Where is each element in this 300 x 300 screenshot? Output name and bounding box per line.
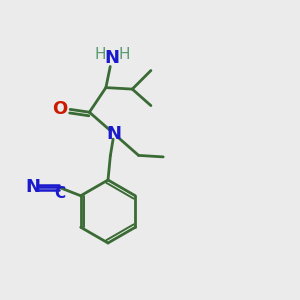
Text: O: O [52,100,67,118]
Text: N: N [106,125,122,143]
Text: C: C [54,186,65,202]
Text: H: H [118,47,130,62]
Text: H: H [94,47,106,62]
Text: N: N [104,49,119,67]
Text: N: N [26,178,41,196]
